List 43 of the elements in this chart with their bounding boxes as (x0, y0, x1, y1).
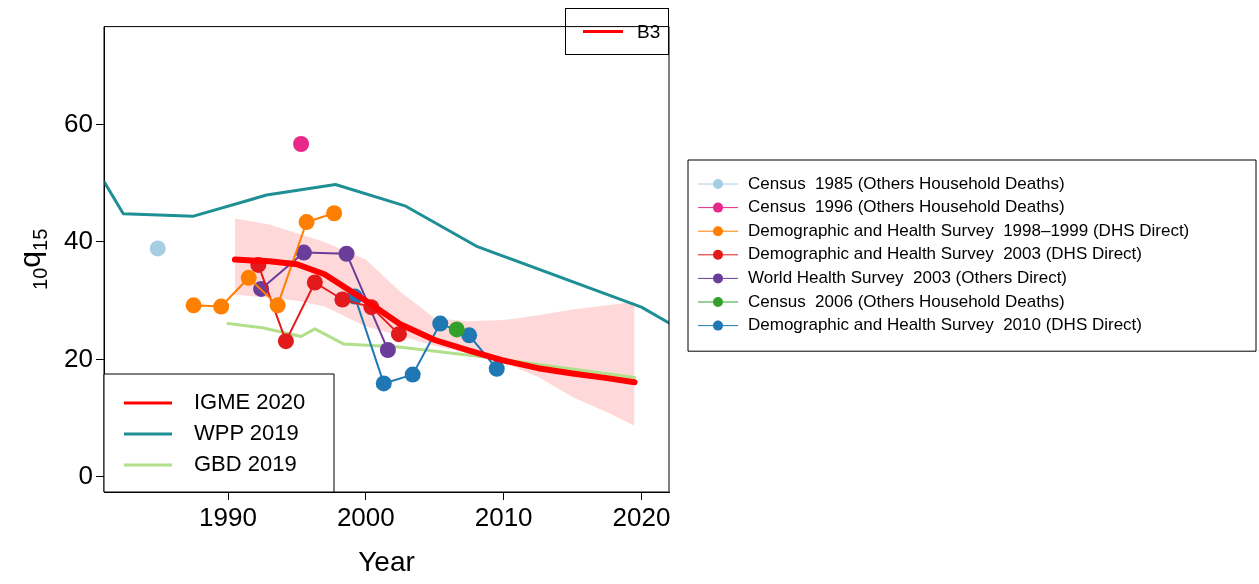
point (185, 297, 202, 314)
legend-label: Census 1985 (Others Household Deaths) (748, 173, 1065, 193)
x-axis-title: Year (358, 545, 415, 577)
legend-label: IGME 2020 (194, 389, 306, 415)
point (448, 321, 465, 338)
point (298, 214, 315, 231)
point (269, 297, 286, 314)
point (213, 298, 230, 315)
annotation: B3 (637, 20, 661, 43)
x-tick-label: 2020 (612, 501, 671, 532)
legend-box: B3 (565, 8, 669, 55)
legend-label: Census 2006 (Others Household Deaths) (748, 291, 1065, 311)
point (379, 341, 396, 358)
point (306, 274, 323, 291)
legend-label: Demographic and Health Survey 1998–1999 (DHS Direct) (748, 220, 1190, 240)
point (461, 327, 478, 344)
x-tick-label: 1990 (199, 501, 257, 532)
point (404, 366, 421, 383)
point (334, 291, 351, 308)
point (338, 245, 355, 262)
legend-label: Demographic and Health Survey 2003 (DHS Direct) (748, 244, 1143, 264)
y-tick-label: 20 (64, 342, 93, 373)
point (277, 333, 294, 350)
legend-label: Demographic and Health Survey 2010 (DHS Direct) (748, 315, 1143, 335)
y-tick-label: 60 (64, 107, 93, 138)
point (293, 135, 310, 152)
point (488, 360, 505, 377)
point (240, 269, 257, 286)
point (432, 315, 449, 332)
point (390, 326, 407, 343)
legend-label: World Health Survey 2003 (Others Direct) (748, 268, 1068, 288)
legend-label: GBD 2019 (194, 451, 297, 477)
y-tick-label: 0 (78, 459, 93, 490)
point (326, 205, 343, 222)
x-tick-label: 2000 (336, 501, 395, 532)
point (295, 244, 312, 261)
legend-label: WPP 2019 (194, 420, 299, 446)
y-axis-title: 10q15 (13, 228, 51, 290)
point (375, 375, 392, 392)
legend-label: Census 1996 (Others Household Deaths) (748, 197, 1065, 217)
y-tick-label: 40 (64, 225, 93, 256)
x-tick-label: 2010 (474, 501, 533, 532)
point (149, 240, 166, 257)
